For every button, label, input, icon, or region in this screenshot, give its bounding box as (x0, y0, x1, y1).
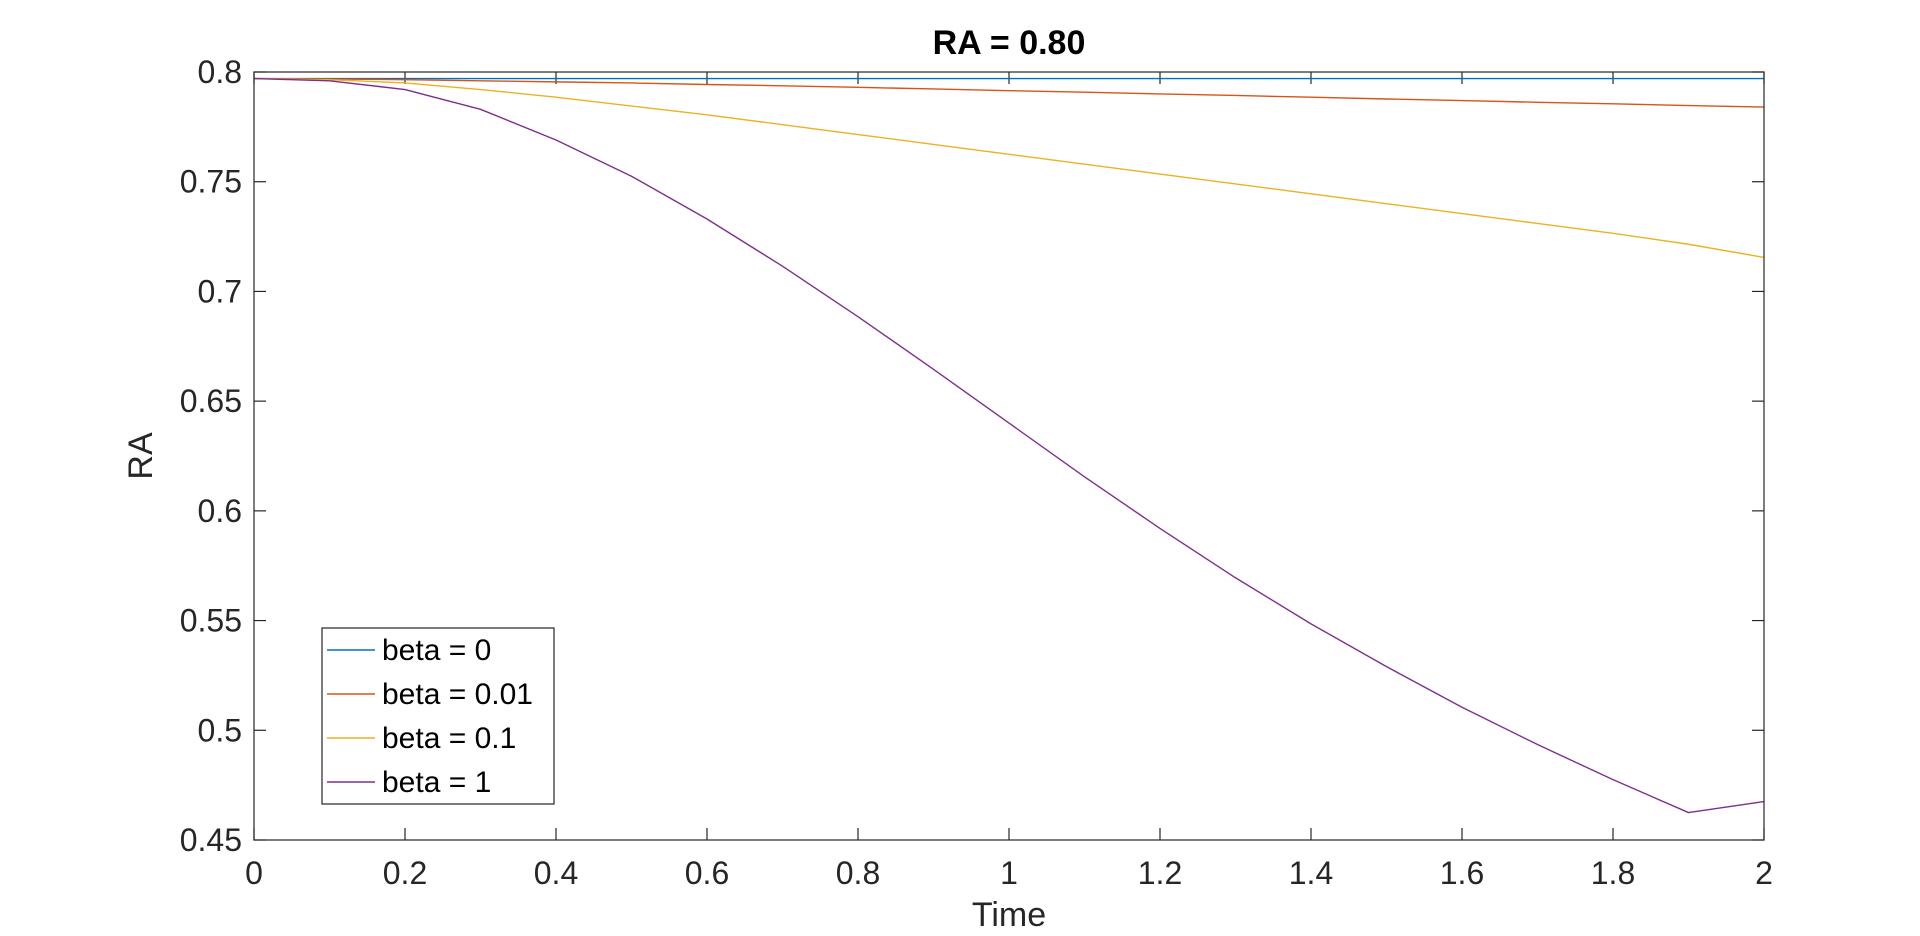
x-tick-label: 0.8 (836, 855, 880, 891)
x-tick-label: 0.6 (685, 855, 729, 891)
y-tick-label: 0.6 (198, 493, 242, 529)
x-tick-label: 1 (1000, 855, 1018, 891)
y-tick-label: 0.8 (198, 54, 242, 90)
y-tick-label: 0.55 (180, 603, 242, 639)
x-tick-label: 1.6 (1440, 855, 1484, 891)
legend-label-0: beta = 0 (382, 634, 491, 667)
legend: beta = 0 beta = 0.01 beta = 0.1 beta = 1 (321, 627, 555, 805)
y-tick-label: 0.45 (180, 822, 242, 858)
ticks-layer: 0 0.2 0.4 0.6 0.8 1 1.2 1.4 1.6 1.8 2 0.45 0.5 0.55 0.… (180, 54, 1773, 891)
legend-label-2: beta = 0.1 (382, 722, 516, 755)
y-tick-label: 0.75 (180, 164, 242, 200)
plot-area-frame (253, 71, 1765, 841)
y-tick-label: 0.5 (198, 712, 242, 748)
series-layer (253, 77, 1765, 814)
series-line-3 (253, 77, 1765, 814)
y-axis-title: RA (122, 432, 160, 480)
x-tick-label: 1.4 (1289, 855, 1333, 891)
series-line-1 (253, 77, 1765, 108)
x-tick-label: 0 (245, 855, 263, 891)
x-tick-label: 0.2 (383, 855, 427, 891)
y-tick-label: 0.65 (180, 383, 242, 419)
x-axis-title: Time (972, 896, 1046, 934)
y-tick-label: 0.7 (198, 273, 242, 309)
legend-label-3: beta = 1 (382, 766, 491, 799)
x-tick-label: 2 (1755, 855, 1773, 891)
x-tick-label: 0.4 (534, 855, 578, 891)
x-tick-label: 1.8 (1591, 855, 1635, 891)
series-line-2 (253, 77, 1765, 259)
legend-box (321, 627, 555, 805)
legend-label-1: beta = 0.01 (382, 678, 533, 711)
chart-title: RA = 0.80 (933, 24, 1086, 62)
x-tick-label: 1.2 (1138, 855, 1182, 891)
